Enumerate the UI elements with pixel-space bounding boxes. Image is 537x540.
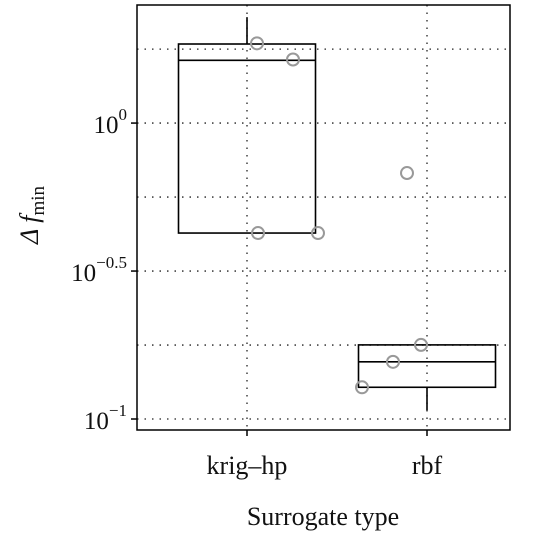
x-tick-label: krig–hp (207, 451, 288, 480)
box (177, 43, 317, 234)
y-tick-exponent: −1 (109, 401, 127, 420)
point (286, 52, 300, 67)
y-tick-base: 10 (94, 112, 119, 139)
y-tick-label: 10−1 (84, 401, 127, 435)
y-tick-base: 10 (84, 408, 109, 435)
y-axis-label: Δ fmin (15, 185, 49, 245)
y-tick-exponent: 0 (119, 105, 128, 124)
y-axis-label-sub: min (28, 185, 49, 215)
point (386, 354, 400, 369)
x-axis-label: Surrogate type (247, 502, 399, 531)
y-tick-base: 10 (71, 260, 96, 287)
y-tick-label: 10−0.5 (71, 253, 127, 287)
point (355, 380, 369, 395)
point (251, 226, 265, 241)
point (400, 166, 414, 181)
plot-frame (136, 4, 511, 431)
point (250, 36, 264, 51)
y-tick-exponent: −0.5 (96, 253, 127, 272)
y-tick-label: 100 (94, 105, 128, 139)
y-axis-label-main: Δ f (15, 212, 44, 245)
point (311, 226, 325, 241)
point (414, 337, 428, 352)
x-tick-label: rbf (412, 451, 443, 480)
